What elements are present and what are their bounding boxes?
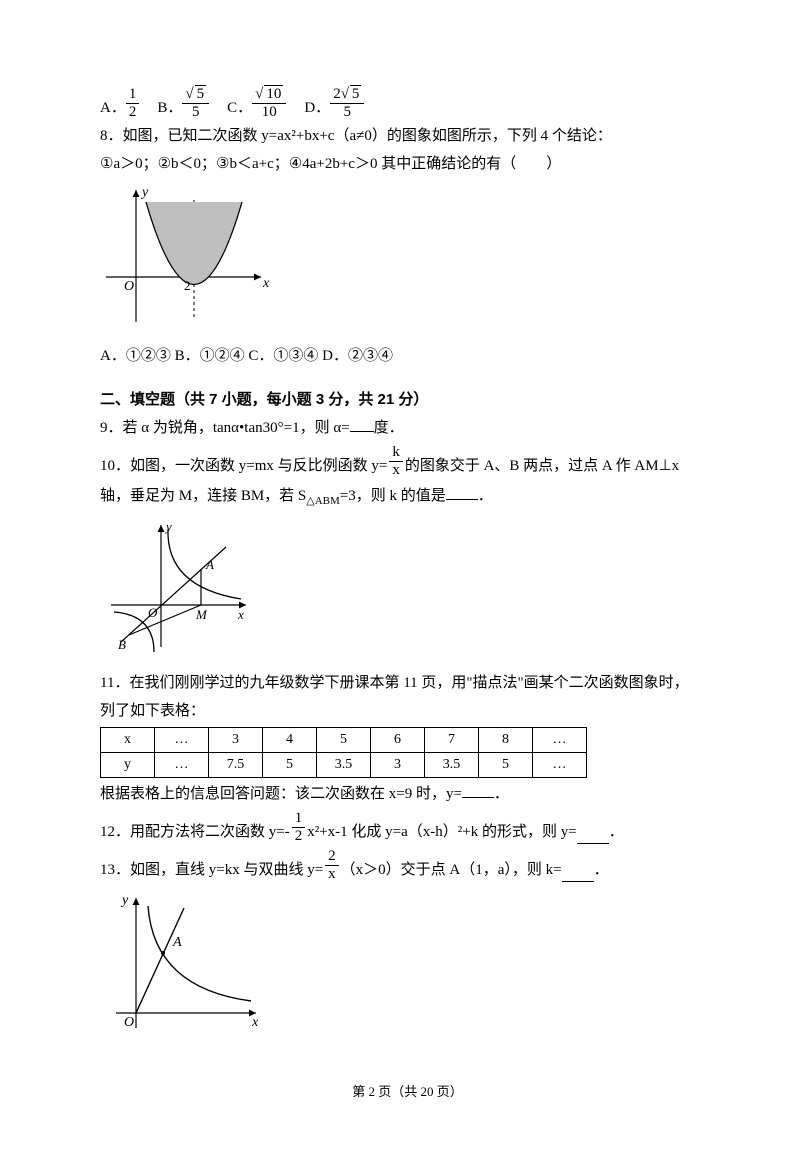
opt-A-label: A． xyxy=(100,96,126,120)
q10-line1: 10．如图，一次函数 y=mx 与反比例函数 y= k x 的图象交于 A、B … xyxy=(100,444,715,478)
q12-frac: 1 2 xyxy=(292,810,306,844)
opt-D: D． 2√5 5 xyxy=(304,85,364,120)
blank xyxy=(462,783,494,798)
q8-optC: C．①③④ xyxy=(248,348,318,364)
section-2-title: 二、填空题（共 7 小题，每小题 3 分，共 21 分） xyxy=(100,388,715,412)
svg-text:M: M xyxy=(195,607,208,622)
svg-text:A: A xyxy=(172,935,182,950)
frac-D: 2√5 5 xyxy=(330,85,364,120)
opt-B: B． √5 5 xyxy=(157,85,209,120)
table-row: x…345678… xyxy=(101,727,587,752)
svg-text:A: A xyxy=(205,557,214,572)
q10-figure: O x y A B M xyxy=(106,517,715,665)
q11-followup: 根据表格上的信息回答问题：该二次函数在 x=9 时，y=． xyxy=(100,782,715,806)
q11-line1: 11．在我们刚刚学过的九年级数学下册课本第 11 页，用"描点法"画某个二次函数… xyxy=(100,671,715,695)
q8-optD: D．②③④ xyxy=(322,348,393,364)
q8-line2: ①a＞0；②b＜0；③b＜a+c；④4a+2b+c＞0 其中正确结论的有（ ） xyxy=(100,152,715,176)
svg-text:y: y xyxy=(140,185,149,200)
q9: 9．若 α 为锐角，tanα•tan30°=1，则 α=度． xyxy=(100,416,715,440)
q13-figure: O x y A xyxy=(106,888,715,1046)
svg-text:O: O xyxy=(148,605,158,620)
page-footer: 第 2 页（共 20 页） xyxy=(100,1082,715,1103)
q11-table: x…345678… y…7.553.533.55… xyxy=(100,727,587,779)
svg-text:B: B xyxy=(118,637,126,652)
q8-line1: 8．如图，已知二次函数 y=ax²+bx+c（a≠0）的图象如图所示，下列 4 … xyxy=(100,124,715,148)
frac-A: 1 2 xyxy=(126,86,140,120)
opt-A: A． 1 2 xyxy=(100,86,139,120)
q8-optB: B．①②④ xyxy=(175,348,245,364)
blank xyxy=(350,417,374,432)
q13-frac: 2 x xyxy=(325,848,339,882)
table-row: y…7.553.533.55… xyxy=(101,752,587,777)
svg-text:x: x xyxy=(262,276,270,291)
svg-text:x: x xyxy=(251,1015,259,1030)
frac-B: √5 5 xyxy=(182,85,209,120)
q10-frac: k x xyxy=(389,444,403,478)
q13: 13．如图，直线 y=kx 与双曲线 y= 2 x （x＞0）交于点 A（1，a… xyxy=(100,848,715,882)
svg-text:O: O xyxy=(124,279,134,294)
page-content: A． 1 2 B． √5 5 C． √10 10 D． 2√5 5 xyxy=(0,0,800,1153)
frac-C: √10 10 xyxy=(252,85,286,120)
q8-optA: A．①②③ xyxy=(100,348,171,364)
blank xyxy=(562,867,594,882)
q7-options: A． 1 2 B． √5 5 C． √10 10 D． 2√5 5 xyxy=(100,85,715,120)
svg-text:2: 2 xyxy=(184,278,191,293)
opt-D-label: D． xyxy=(304,96,330,120)
q11-line2: 列了如下表格： xyxy=(100,699,715,723)
blank xyxy=(577,829,609,844)
opt-B-label: B． xyxy=(157,96,182,120)
q8-options: A．①②③ B．①②④ C．①③④ D．②③④ xyxy=(100,344,715,368)
q8-figure: O x y 2 xyxy=(106,182,715,338)
opt-C: C． √10 10 xyxy=(227,85,286,120)
q10-line2: 轴，垂足为 M，连接 BM，若 S△ABM=3，则 k 的值是． xyxy=(100,484,715,511)
opt-C-label: C． xyxy=(227,96,252,120)
svg-text:O: O xyxy=(124,1015,134,1030)
svg-text:y: y xyxy=(164,519,172,534)
blank xyxy=(446,485,478,500)
svg-text:x: x xyxy=(237,607,244,622)
q12: 12．用配方法将二次函数 y=- 1 2 x²+x-1 化成 y=a（x-h）²… xyxy=(100,810,715,844)
svg-text:y: y xyxy=(120,893,129,908)
